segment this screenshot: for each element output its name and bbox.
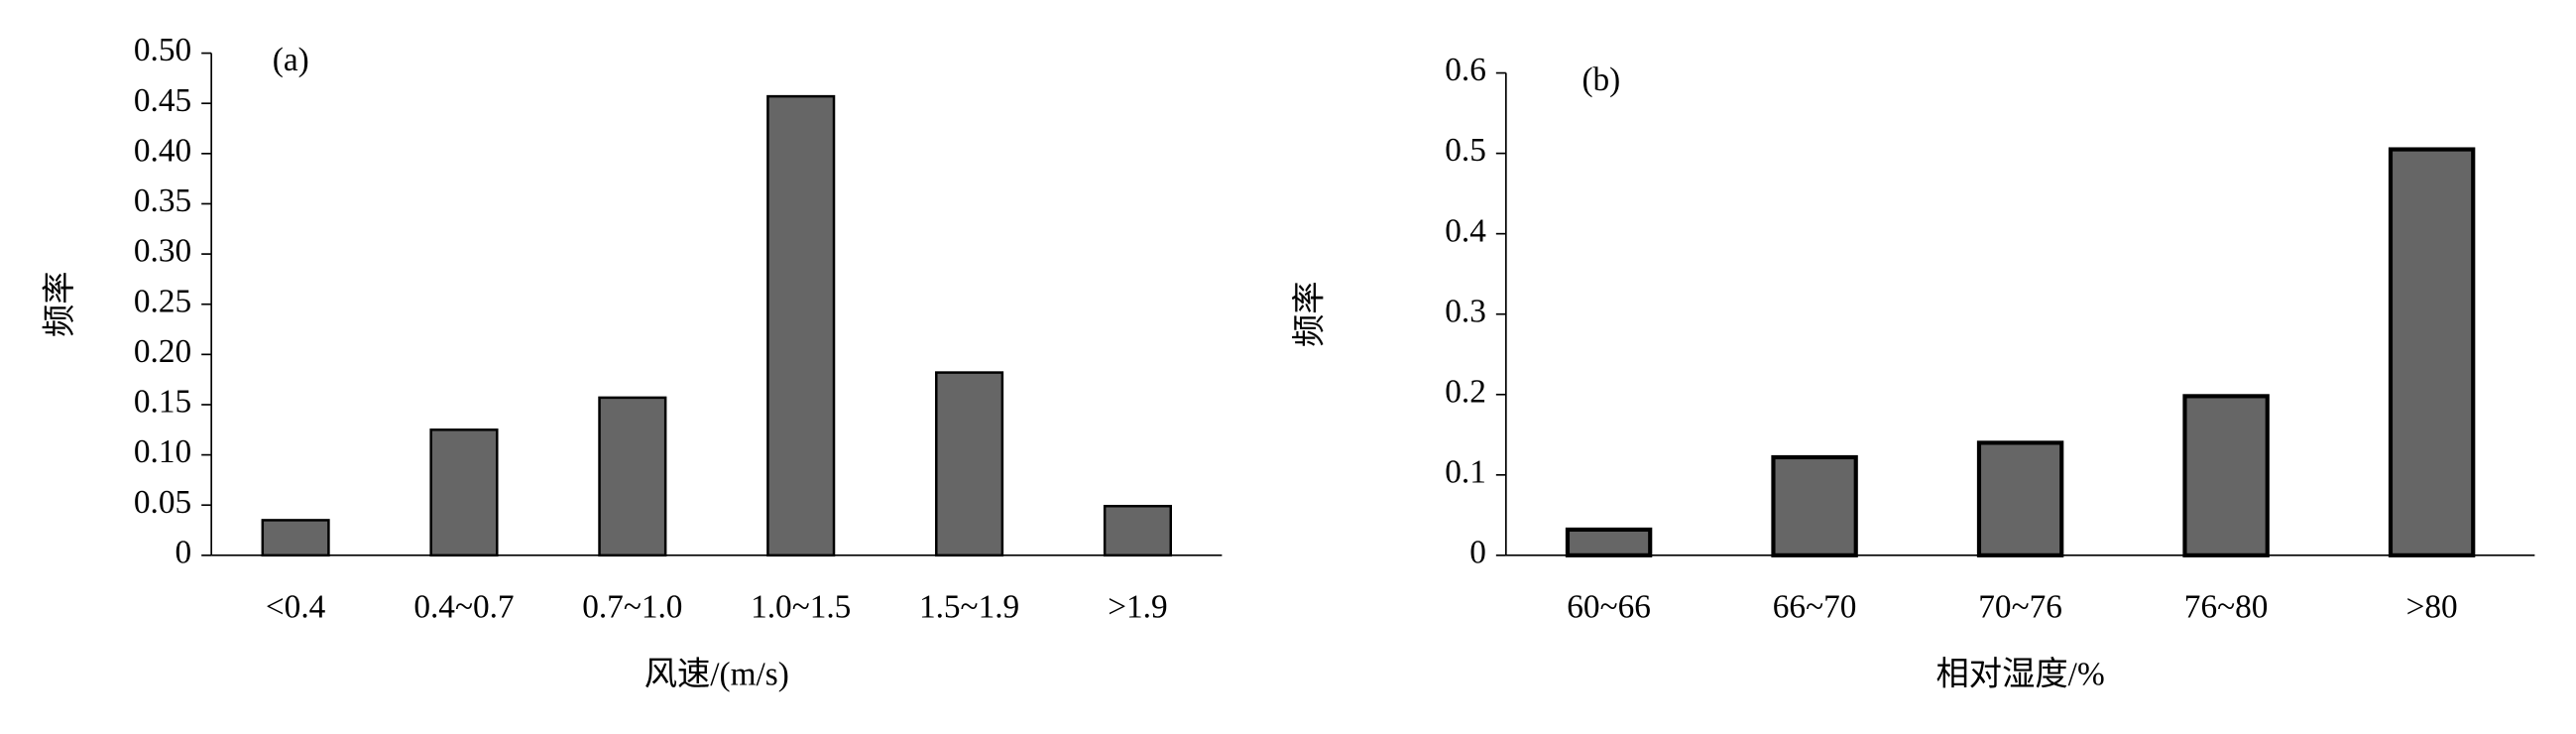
x-tick-label: 1.0~1.5 <box>751 588 851 625</box>
x-tick-label: >80 <box>2406 588 2458 625</box>
x-tick-label: 66~70 <box>1773 588 1857 625</box>
bar <box>766 94 836 557</box>
y-axis-label: 频率 <box>1292 281 1329 347</box>
y-tick-label: 0.50 <box>134 32 191 68</box>
x-tick-label: 76~80 <box>2184 588 2269 625</box>
bar <box>1771 454 1858 557</box>
y-tick-label: 0.25 <box>134 283 191 319</box>
bar <box>261 519 330 557</box>
y-tick-label: 0.3 <box>1445 293 1486 329</box>
y-tick-label: 0.6 <box>1445 52 1486 88</box>
y-tick-label: 0.1 <box>1445 453 1486 490</box>
x-tick-label: 60~66 <box>1567 588 1651 625</box>
x-axis-label: 相对湿度/% <box>1936 657 2105 693</box>
bar <box>598 396 667 557</box>
x-tick-label: 0.7~1.0 <box>582 588 682 625</box>
x-tick-label: 70~76 <box>1978 588 2062 625</box>
bar <box>429 428 499 557</box>
x-tick-label: 0.4~0.7 <box>413 588 514 625</box>
x-tick-label: 1.5~1.9 <box>919 588 1019 625</box>
bar <box>1103 504 1173 557</box>
y-tick-label: 0.2 <box>1445 373 1486 410</box>
y-tick-label: 0.40 <box>134 132 191 169</box>
x-axis-label: 风速/(m/s) <box>644 657 789 693</box>
x-tick-label: >1.9 <box>1108 588 1167 625</box>
y-tick-label: 0.05 <box>134 484 191 521</box>
bar <box>2388 147 2476 557</box>
y-tick-label: 0.4 <box>1445 212 1486 249</box>
bar <box>935 371 1004 557</box>
bar <box>1565 527 1653 557</box>
chart-title: (b) <box>1581 61 1620 98</box>
bar <box>2182 394 2270 557</box>
y-axis-label: 频率 <box>42 271 78 337</box>
y-tick-label: 0.15 <box>134 384 191 421</box>
y-tick-label: 0.20 <box>134 333 191 370</box>
y-tick-label: 0.5 <box>1445 132 1486 169</box>
chart-title: (a) <box>273 42 309 78</box>
y-tick-label: 0.10 <box>134 433 191 470</box>
x-tick-label: <0.4 <box>266 588 326 625</box>
bar <box>1976 440 2064 557</box>
y-tick-label: 0.45 <box>134 82 191 119</box>
y-tick-label: 0.35 <box>134 183 191 219</box>
y-tick-label: 0 <box>176 534 192 570</box>
y-tick-label: 0 <box>1469 534 1486 570</box>
y-tick-label: 0.30 <box>134 233 191 270</box>
